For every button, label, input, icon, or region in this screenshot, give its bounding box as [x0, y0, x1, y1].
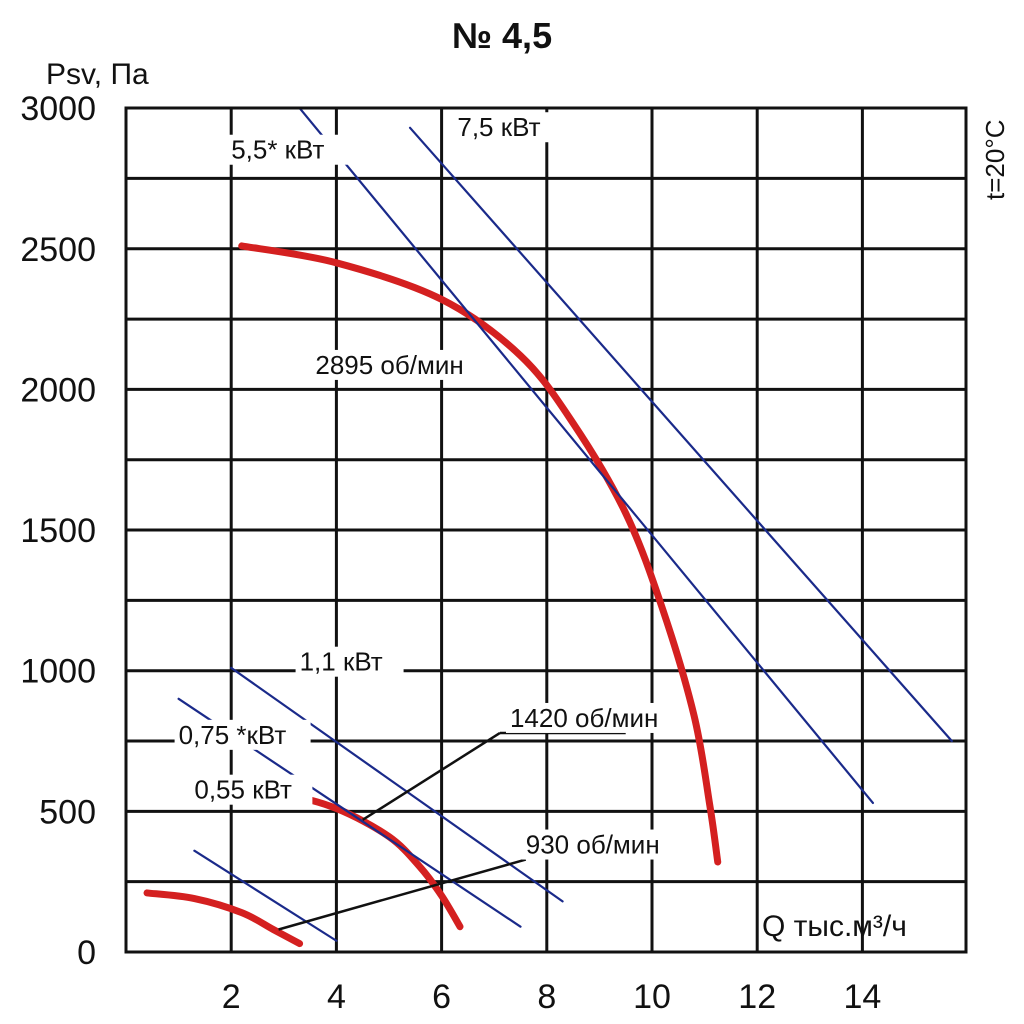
x-tick-label: 10	[633, 978, 671, 1016]
series-line	[193, 849, 338, 942]
annotation-background	[453, 112, 562, 143]
annotation-label: 930 об/мин	[526, 830, 660, 860]
x-tick-label: 8	[537, 978, 556, 1016]
temperature-note: t=20°C	[980, 119, 1010, 200]
y-tick-label: 1500	[20, 512, 96, 550]
x-axis-label: Q тыс.м³/ч	[762, 910, 907, 943]
y-tick-label: 2000	[20, 371, 96, 409]
annotation-label: 1,1 кВт	[300, 647, 383, 677]
annotation-label: 5,5* кВт	[231, 135, 324, 165]
x-tick-label: 12	[738, 978, 776, 1016]
x-tick-labels: 2 4 6 8 10 12 14	[222, 978, 882, 1016]
x-tick-label: 14	[843, 978, 881, 1016]
annotation-label: 7,5 кВт	[457, 112, 540, 142]
annotation-background	[190, 774, 313, 805]
annotation-background	[174, 719, 311, 750]
y-tick-labels: 0 500 1000 1500 2000 2500 3000	[20, 90, 96, 972]
annotation-background	[521, 829, 672, 860]
annotation-background	[295, 646, 404, 677]
annotation-label: 1420 об/мин	[510, 703, 658, 733]
x-axis-label-text: Q тыс.м³/ч	[762, 910, 907, 943]
series-lines	[143, 107, 953, 948]
series-line	[408, 126, 953, 743]
y-tick-label: 500	[39, 793, 96, 831]
y-tick-label: 1000	[20, 653, 96, 691]
annotation-label: 0,55 кВт	[194, 775, 292, 805]
x-tick-label: 6	[432, 978, 451, 1016]
x-tick-label: 4	[327, 978, 346, 1016]
plot-frame	[124, 106, 968, 954]
annotation-background	[227, 134, 350, 165]
annotations: 2895 об/мин 1420 об/мин 930 об/мин 5,5* кВт…	[174, 112, 672, 931]
y-tick-label: 3000	[20, 90, 96, 128]
y-tick-label: 0	[77, 934, 96, 972]
chart-title: № 4,5	[452, 15, 552, 56]
series-line	[238, 242, 722, 866]
annotation-background	[311, 349, 476, 380]
y-axis-label: Psv, Па	[46, 58, 149, 91]
y-tick-label: 2500	[20, 231, 96, 269]
series-line	[143, 889, 304, 948]
series-line	[230, 666, 564, 903]
x-tick-label: 2	[222, 978, 241, 1016]
series-line	[298, 107, 875, 805]
grid	[126, 108, 966, 952]
annotation-leader-line	[362, 731, 501, 821]
annotation-label: 2895 об/мин	[315, 350, 463, 380]
annotation-background	[505, 702, 670, 733]
annotation-leader-line	[278, 858, 527, 931]
annotation-label: 0,75 *кВт	[179, 720, 287, 750]
